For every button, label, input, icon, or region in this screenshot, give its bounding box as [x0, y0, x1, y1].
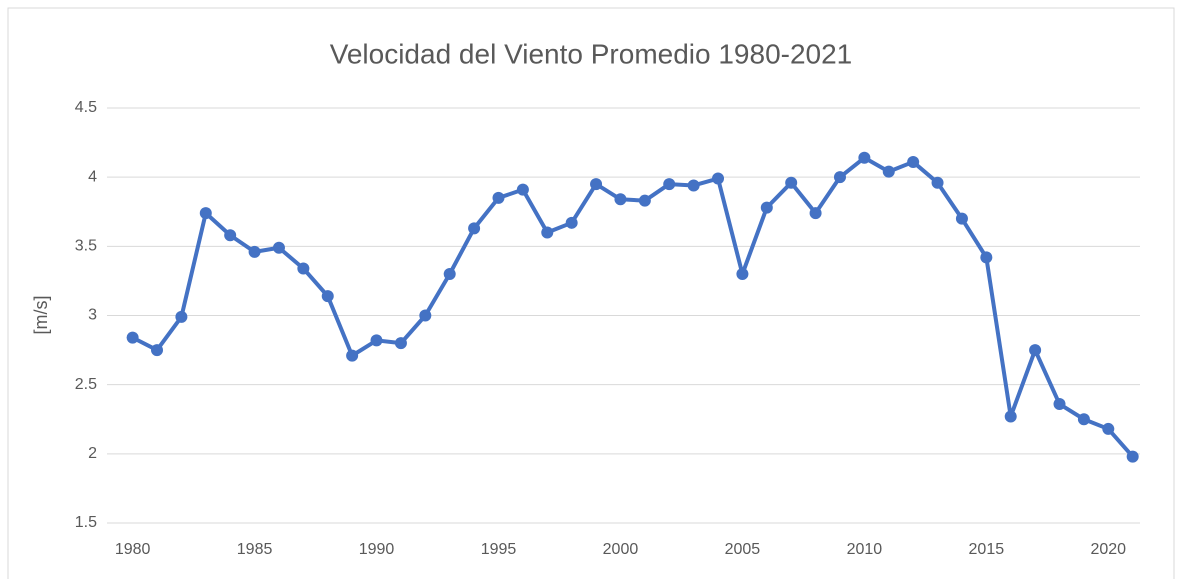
y-tick-label: 3 [88, 307, 97, 324]
chart-border [7, 7, 1175, 584]
marker [882, 165, 895, 178]
marker [272, 241, 285, 254]
marker [663, 178, 676, 191]
marker [126, 331, 139, 344]
marker [1053, 398, 1066, 411]
x-tick-label: 2010 [847, 541, 883, 558]
marker [468, 222, 481, 235]
marker [297, 262, 310, 275]
x-tick-label: 2020 [1090, 541, 1126, 558]
marker [224, 229, 237, 242]
y-tick-label: 2 [88, 445, 97, 462]
marker [151, 344, 164, 357]
y-tick-label: 4.5 [75, 99, 97, 116]
marker [907, 155, 920, 168]
x-tick-label: 1985 [237, 541, 273, 558]
marker [980, 251, 993, 264]
y-tick-label: 1.5 [75, 514, 97, 531]
marker [785, 176, 798, 189]
x-tick-label: 2000 [603, 541, 639, 558]
marker [1029, 344, 1042, 357]
x-tick-label: 2005 [725, 541, 761, 558]
marker [712, 172, 725, 185]
marker [687, 179, 700, 192]
marker [931, 176, 944, 189]
marker [1126, 450, 1139, 463]
y-tick-label: 3.5 [75, 238, 97, 255]
marker [736, 268, 749, 280]
marker [858, 151, 871, 164]
marker [1102, 422, 1115, 435]
marker [492, 191, 505, 204]
x-tick-label: 2015 [969, 541, 1005, 558]
chart-title: Velocidad del Viento Promedio 1980-2021 [330, 38, 853, 69]
marker [346, 349, 359, 362]
marker [614, 193, 627, 206]
x-tick-label: 1980 [115, 541, 151, 558]
marker [1004, 410, 1017, 423]
marker [394, 337, 407, 350]
marker [370, 334, 383, 347]
marker [419, 309, 432, 322]
marker [565, 216, 578, 229]
marker [175, 310, 188, 323]
marker [248, 245, 261, 258]
y-tick-label: 2.5 [75, 376, 97, 393]
marker [638, 194, 651, 207]
marker [1077, 413, 1090, 426]
y-tick-label: 4 [88, 168, 97, 185]
y-axis-label: [m/s] [31, 296, 51, 335]
marker [833, 171, 846, 184]
x-tick-label: 1990 [359, 541, 395, 558]
marker [541, 226, 554, 239]
marker [321, 290, 334, 303]
marker [199, 207, 212, 220]
marker [809, 207, 822, 220]
marker [760, 201, 773, 214]
marker [443, 268, 456, 280]
marker [955, 212, 968, 225]
marker [590, 178, 603, 191]
marker [516, 183, 529, 196]
x-tick-label: 1995 [481, 541, 517, 558]
